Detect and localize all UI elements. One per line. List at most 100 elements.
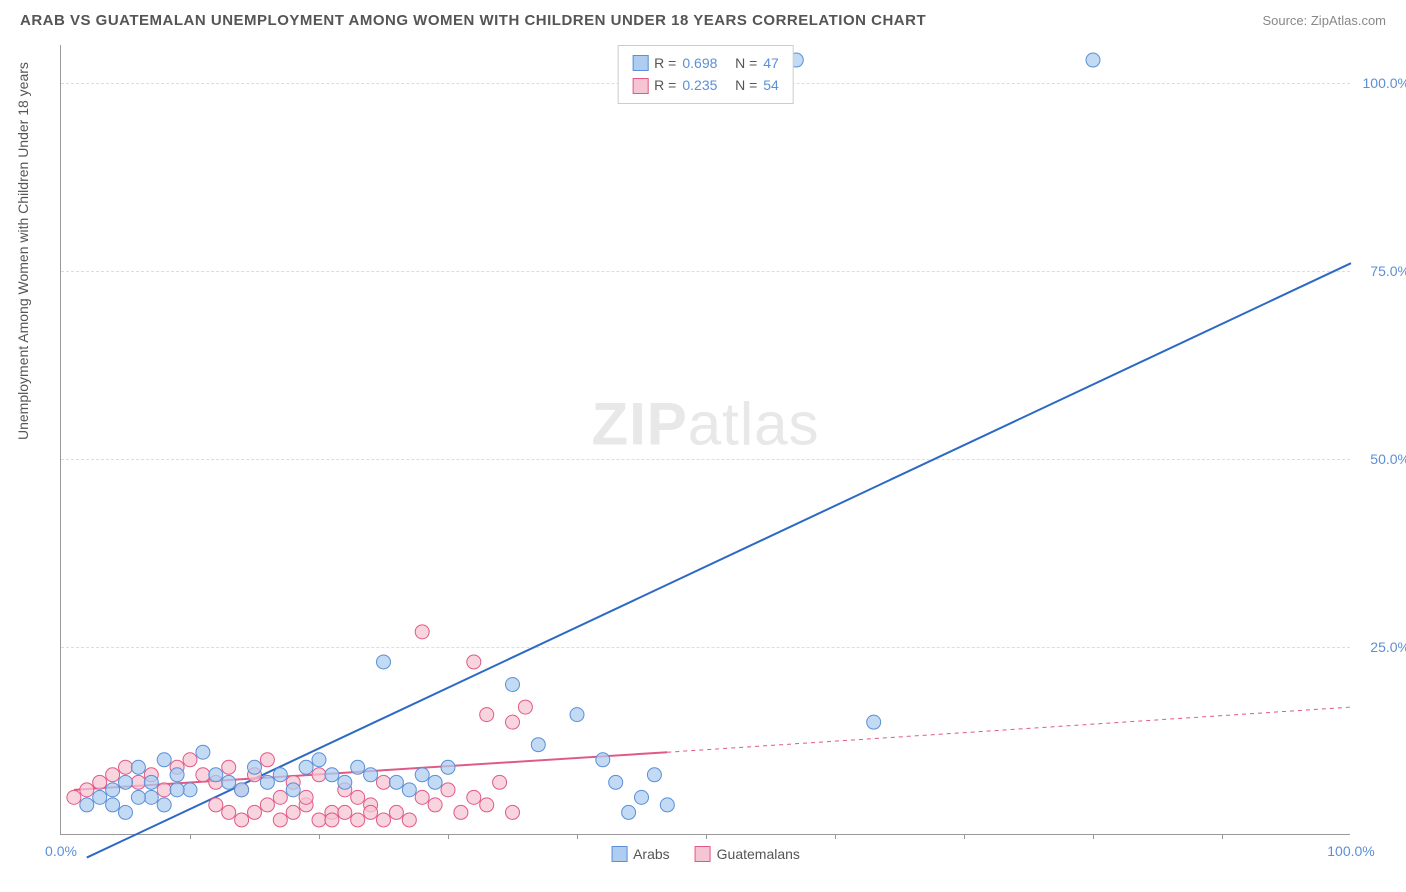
x-tick-label: 0.0% (45, 843, 77, 859)
data-point (364, 768, 378, 782)
data-point (364, 805, 378, 819)
data-point (609, 775, 623, 789)
data-point (570, 708, 584, 722)
data-point (338, 805, 352, 819)
data-point (144, 775, 158, 789)
data-point (248, 805, 262, 819)
series-legend: Arabs Guatemalans (611, 846, 800, 862)
data-point (441, 783, 455, 797)
data-point (222, 775, 236, 789)
data-point (235, 783, 249, 797)
bottom-legend-item: Guatemalans (695, 846, 800, 862)
data-point (119, 805, 133, 819)
data-point (480, 708, 494, 722)
legend-row: R = 0.235 N = 54 (632, 74, 779, 96)
legend-r-value: 0.235 (682, 74, 717, 96)
data-point (131, 790, 145, 804)
legend-n-label: N = (723, 52, 757, 74)
data-point (531, 738, 545, 752)
data-point (351, 813, 365, 827)
data-point (377, 813, 391, 827)
x-tick-mark (448, 834, 449, 839)
data-point (170, 768, 184, 782)
data-point (428, 775, 442, 789)
data-point (67, 790, 81, 804)
data-point (351, 790, 365, 804)
data-point (377, 775, 391, 789)
data-point (518, 700, 532, 714)
data-point (119, 760, 133, 774)
data-point (93, 775, 107, 789)
data-point (596, 753, 610, 767)
data-point (377, 655, 391, 669)
data-point (144, 790, 158, 804)
data-point (338, 775, 352, 789)
data-point (119, 775, 133, 789)
data-point (493, 775, 507, 789)
data-point (196, 745, 210, 759)
data-point (415, 790, 429, 804)
legend-n-value: 54 (763, 74, 779, 96)
x-tick-mark (190, 834, 191, 839)
data-point (506, 805, 520, 819)
source-label: Source: ZipAtlas.com (1262, 13, 1386, 28)
data-point (415, 625, 429, 639)
data-point (209, 798, 223, 812)
data-point (106, 783, 120, 797)
data-point (222, 805, 236, 819)
data-point (402, 783, 416, 797)
trend-line-dashed (667, 707, 1351, 752)
x-tick-mark (1093, 834, 1094, 839)
data-point (222, 760, 236, 774)
data-point (248, 760, 262, 774)
data-point (441, 760, 455, 774)
legend-r-value: 0.698 (682, 52, 717, 74)
data-point (131, 775, 145, 789)
data-point (93, 790, 107, 804)
data-point (157, 798, 171, 812)
data-point (389, 805, 403, 819)
bottom-legend-label: Arabs (633, 846, 670, 862)
data-point (325, 768, 339, 782)
data-point (131, 760, 145, 774)
legend-swatch (611, 846, 627, 862)
chart-header: ARAB VS GUATEMALAN UNEMPLOYMENT AMONG WO… (0, 0, 1406, 37)
data-point (635, 790, 649, 804)
data-point (157, 783, 171, 797)
y-tick-label: 100.0% (1355, 75, 1406, 91)
data-point (235, 813, 249, 827)
data-point (660, 798, 674, 812)
x-tick-mark (964, 834, 965, 839)
data-point (209, 768, 223, 782)
data-point (299, 790, 313, 804)
chart-title: ARAB VS GUATEMALAN UNEMPLOYMENT AMONG WO… (20, 12, 926, 29)
data-point (260, 775, 274, 789)
data-point (325, 813, 339, 827)
data-point (467, 790, 481, 804)
data-point (183, 783, 197, 797)
data-point (157, 753, 171, 767)
chart-plot-area: ZIPatlas 25.0%50.0%75.0%100.0%0.0%100.0%… (60, 45, 1350, 835)
data-point (312, 753, 326, 767)
data-point (170, 783, 184, 797)
data-point (312, 768, 326, 782)
x-tick-label: 100.0% (1327, 843, 1374, 859)
data-point (622, 805, 636, 819)
data-point (80, 798, 94, 812)
data-point (273, 768, 287, 782)
data-point (273, 813, 287, 827)
legend-row: R = 0.698 N = 47 (632, 52, 779, 74)
data-point (428, 798, 442, 812)
data-point (196, 768, 210, 782)
data-point (80, 783, 94, 797)
legend-n-label: N = (723, 74, 757, 96)
data-point (454, 805, 468, 819)
legend-r-label: R = (654, 52, 676, 74)
data-point (647, 768, 661, 782)
data-point (506, 715, 520, 729)
data-point (867, 715, 881, 729)
y-axis-label: Unemployment Among Women with Children U… (15, 62, 31, 440)
data-point (351, 760, 365, 774)
data-point (286, 805, 300, 819)
scatter-plot-svg (61, 45, 1350, 834)
